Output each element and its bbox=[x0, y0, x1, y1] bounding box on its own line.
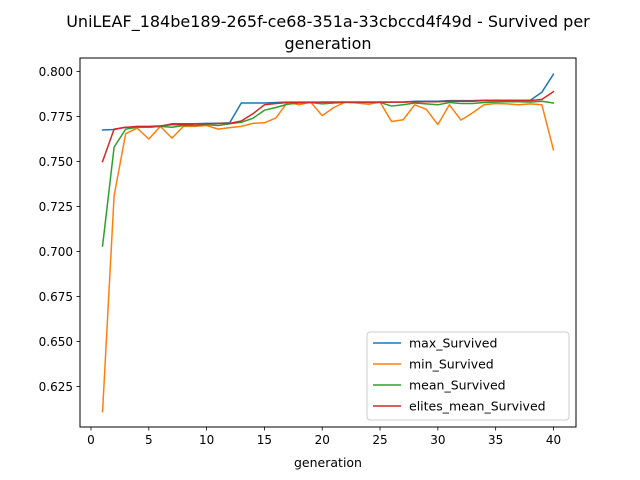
series-line-min-survived bbox=[101, 101, 555, 413]
x-tick-label: 10 bbox=[199, 433, 214, 447]
y-tick-label: 0.775 bbox=[39, 110, 73, 124]
x-tick-label: 0 bbox=[87, 433, 95, 447]
legend-box bbox=[366, 331, 570, 421]
legend: max_Survived min_Survived mean_Survivedeli… bbox=[366, 331, 570, 421]
y-tick-label: 0.800 bbox=[39, 65, 73, 79]
x-tick-label: 25 bbox=[372, 433, 387, 447]
x-tick-label: 5 bbox=[145, 433, 153, 447]
legend-label: max_Survived bbox=[409, 336, 497, 351]
x-tick-label: 30 bbox=[430, 433, 445, 447]
x-tick-label: 15 bbox=[257, 433, 272, 447]
x-tick-label: 20 bbox=[315, 433, 330, 447]
chart-title-line-2: generation bbox=[284, 34, 371, 53]
series-layer bbox=[101, 73, 555, 413]
x-tick-label: 35 bbox=[488, 433, 503, 447]
y-tick-label: 0.625 bbox=[39, 380, 73, 394]
series-line-mean-survived bbox=[101, 100, 555, 247]
y-tick-label: 0.675 bbox=[39, 290, 73, 304]
plot-frame bbox=[79, 57, 577, 428]
y-tick-label: 0.700 bbox=[39, 245, 73, 259]
legend-label: min_Survived bbox=[409, 357, 494, 372]
legend-label: mean_Survived bbox=[409, 378, 506, 393]
y-tick-label: 0.750 bbox=[39, 155, 73, 169]
legend-label: elites_mean_Survived bbox=[409, 399, 546, 414]
x-axis-ticks: 0 5 10 15 20 25 30 35 40 bbox=[87, 427, 561, 447]
x-axis-label: generation bbox=[294, 455, 362, 470]
series-line-elites-mean-survived bbox=[101, 90, 555, 163]
x-tick-label: 40 bbox=[546, 433, 561, 447]
y-axis-ticks: 0.625 0.650 0.675 0.700 0.725 0.750 0.775 0.800 bbox=[39, 65, 80, 394]
y-tick-label: 0.650 bbox=[39, 335, 73, 349]
chart-title-line-1: UniLEAF_184be189-265f-ce68-351a-33cbccd4… bbox=[66, 12, 590, 32]
y-tick-label: 0.725 bbox=[39, 200, 73, 214]
